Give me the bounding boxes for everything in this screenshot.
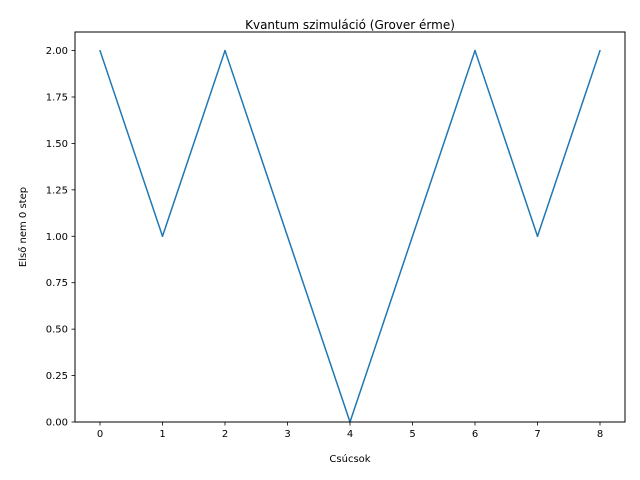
x-tick-label: 4 (347, 429, 353, 440)
y-tick-label: 0.50 (46, 325, 68, 336)
y-tick-label: 2.00 (46, 46, 68, 57)
x-tick-label: 6 (472, 429, 478, 440)
x-axis-label: Csúcsok (329, 453, 370, 465)
y-axis-ticks: 0.00 0.25 0.50 0.75 1.00 1.25 1.50 1.75 2.00 (46, 46, 75, 429)
y-tick-label: 0.00 (46, 418, 68, 429)
y-tick-label: 1.50 (46, 139, 68, 150)
axes-frame (74, 31, 626, 423)
x-tick-label: 7 (534, 429, 540, 440)
x-tick-label: 5 (409, 429, 415, 440)
x-tick-label: 2 (222, 429, 228, 440)
y-axis-label: Első nem 0 step (17, 187, 29, 267)
y-tick-label: 0.25 (46, 371, 68, 382)
x-axis-ticks: 0 1 2 3 4 5 6 7 8 (97, 422, 603, 440)
data-point (536, 235, 539, 238)
y-tick-label: 1.00 (46, 232, 68, 243)
x-tick-label: 0 (97, 429, 103, 440)
y-tick-label: 1.75 (46, 93, 68, 104)
data-point (599, 49, 601, 52)
x-tick-label: 3 (284, 429, 290, 440)
data-point (99, 49, 101, 52)
x-tick-label: 1 (159, 429, 165, 440)
series-line-0 (99, 49, 601, 423)
plot-area (74, 31, 626, 423)
series-layer (99, 49, 601, 423)
y-tick-label: 0.75 (46, 278, 68, 289)
data-point (474, 49, 476, 52)
chart-title: Kvantum szimuláció (Grover érme) (245, 18, 455, 32)
x-tick-label: 8 (597, 429, 603, 440)
data-point (161, 235, 164, 238)
y-tick-label: 1.25 (46, 185, 68, 196)
data-point (224, 49, 226, 52)
